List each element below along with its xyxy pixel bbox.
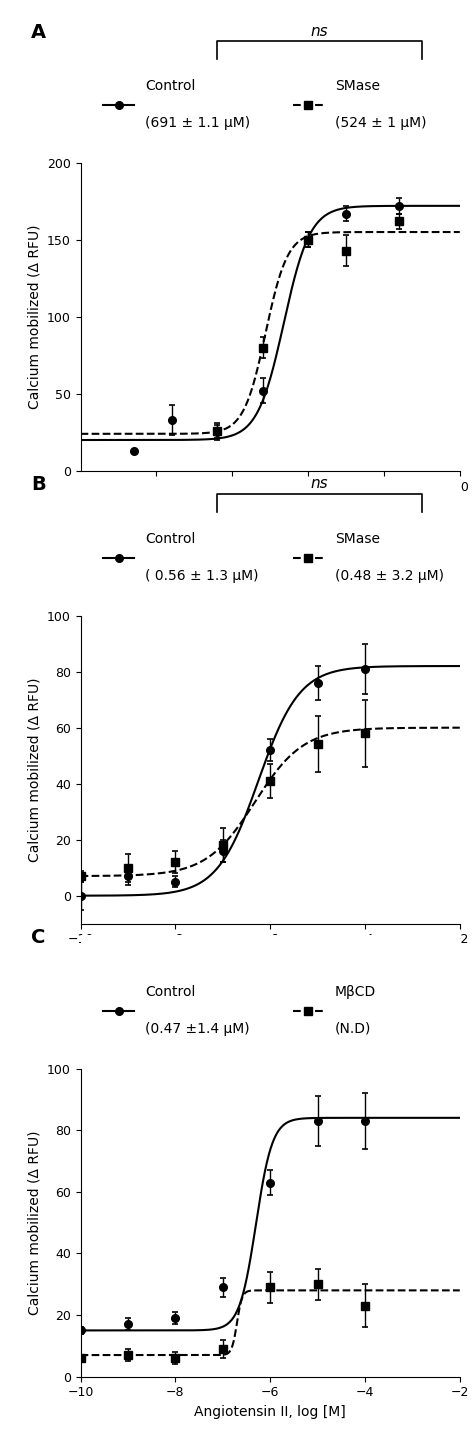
Text: (691 ± 1.1 μM): (691 ± 1.1 μM) <box>145 116 250 129</box>
Y-axis label: Calcium mobilized (Δ RFU): Calcium mobilized (Δ RFU) <box>27 677 41 862</box>
Text: ns: ns <box>310 476 328 492</box>
Text: SMase: SMase <box>335 79 380 93</box>
Text: (N.D): (N.D) <box>335 1021 371 1035</box>
Text: A: A <box>31 23 46 42</box>
Y-axis label: Calcium mobilized (Δ RFU): Calcium mobilized (Δ RFU) <box>27 1130 41 1315</box>
Text: (524 ± 1 μM): (524 ± 1 μM) <box>335 116 426 129</box>
Text: Control: Control <box>145 79 195 93</box>
Y-axis label: Calcium mobilized (Δ RFU): Calcium mobilized (Δ RFU) <box>27 225 41 409</box>
X-axis label: Angiotensin II, log [M]: Angiotensin II, log [M] <box>194 952 346 967</box>
Text: (0.48 ± 3.2 μM): (0.48 ± 3.2 μM) <box>335 569 444 582</box>
X-axis label: Diphenhydramine, log [μM]: Diphenhydramine, log [μM] <box>175 499 365 513</box>
Text: Control: Control <box>145 532 195 546</box>
Text: SMase: SMase <box>335 532 380 546</box>
Text: Control: Control <box>145 985 195 998</box>
Text: ( 0.56 ± 1.3 μM): ( 0.56 ± 1.3 μM) <box>145 569 258 582</box>
Text: ns: ns <box>310 23 328 39</box>
Text: C: C <box>31 928 46 948</box>
Text: (0.47 ±1.4 μM): (0.47 ±1.4 μM) <box>145 1021 250 1035</box>
Text: B: B <box>31 476 46 495</box>
X-axis label: Angiotensin II, log [M]: Angiotensin II, log [M] <box>194 1405 346 1418</box>
Text: MβCD: MβCD <box>335 985 376 998</box>
